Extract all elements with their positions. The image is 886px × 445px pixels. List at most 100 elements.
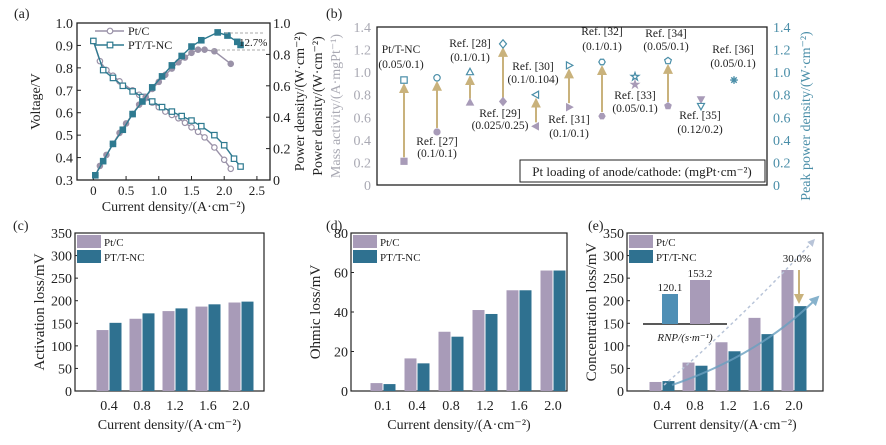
y2-tick-label: 1.0 <box>773 66 791 81</box>
square-marker <box>129 110 136 118</box>
legend-label: PT/T-NC <box>128 38 172 52</box>
ref-loading: (0.05/0.1) <box>378 59 424 71</box>
x-axis-title: Current density/(A·cm⁻²) <box>387 418 531 433</box>
square-marker <box>178 52 185 60</box>
inset-value-label: 153.2 <box>688 268 713 280</box>
square-marker <box>119 82 127 90</box>
y-tick-label: 1.0 <box>56 17 74 32</box>
y-tick-label: 0 <box>341 385 348 400</box>
legend-box-label: Pt loading of anode/cathode: (mgPt·cm⁻²) <box>532 164 751 179</box>
y-tick-label: 0.4 <box>354 134 372 149</box>
panel-label: (d) <box>326 219 343 234</box>
circle-marker <box>433 73 441 82</box>
ref-loading: (0.1/0.1) <box>417 148 457 160</box>
bar-ptnc <box>794 306 807 391</box>
x-axis-title: Current density/(A·cm⁻²) <box>98 418 242 433</box>
circle-marker <box>188 123 195 131</box>
x-axis-title: Current density/(A·cm⁻²) <box>653 418 797 433</box>
x-axis-title: Current density/(A·cm⁻²) <box>102 200 246 215</box>
asterisk-marker <box>730 76 738 84</box>
y2-tick-label: 1.0 <box>273 17 291 32</box>
legend-swatch <box>629 250 653 263</box>
bar-ptnc <box>109 322 122 391</box>
y2-tick-label: 0 <box>773 179 780 194</box>
series-line <box>94 31 242 176</box>
circle-marker <box>201 46 208 53</box>
ref-name: Ref. [30] <box>512 61 554 73</box>
bar-ptc <box>715 342 728 391</box>
y2-tick-label: 0 <box>273 174 280 189</box>
y-tick-label: 0.9 <box>56 39 74 54</box>
circle-marker <box>211 144 218 151</box>
square-marker <box>214 29 221 36</box>
bar-ptc <box>781 270 794 391</box>
circle-marker <box>188 49 195 57</box>
square-marker <box>198 36 205 44</box>
panel-label: (c) <box>13 219 29 234</box>
bar-ptnc <box>485 313 498 391</box>
x-tick-label: 2.0 <box>544 399 562 414</box>
bar-ptc <box>404 358 417 391</box>
bar-ptnc <box>451 336 464 391</box>
y-tick-label: 50 <box>610 362 624 377</box>
inset-value-label: 120.1 <box>658 282 683 294</box>
square-marker <box>129 88 136 95</box>
triangle-left-marker <box>530 90 540 100</box>
ref-loading: (0.1/0.1) <box>582 41 622 53</box>
panel-c-chart <box>74 232 265 392</box>
diamond-marker <box>498 38 508 50</box>
square-marker <box>99 66 107 74</box>
x-tick-label: 0.8 <box>442 399 460 414</box>
bar-ptc <box>129 318 142 391</box>
hexagon-marker <box>598 58 606 66</box>
y-tick-label: 300 <box>51 250 72 265</box>
bar-ptnc <box>695 365 708 391</box>
y-tick-label: 80 <box>334 227 348 242</box>
y-tick-label: 1.4 <box>354 21 372 36</box>
square-marker <box>158 73 166 80</box>
square-marker <box>168 108 176 115</box>
ref-loading: (0.05/0.1) <box>612 103 658 115</box>
bar-ptnc <box>241 301 254 391</box>
bar-ptnc <box>175 308 188 391</box>
ref-item <box>663 56 673 110</box>
square-marker <box>90 37 97 45</box>
plot-frame <box>76 22 271 181</box>
y-axis-title: Activation loss/mV <box>32 253 48 370</box>
ref-loading: (0.1/0.104) <box>507 74 558 86</box>
x-tick-label: 1.6 <box>510 399 528 414</box>
y-tick-label: 0 <box>617 385 624 400</box>
bar-ptc <box>748 317 761 391</box>
triangle-right-marker <box>565 60 575 70</box>
legend-label: Pt/C <box>128 24 149 38</box>
y2-tick-label: 0.6 <box>273 80 291 95</box>
legend-label: Pt/C <box>656 237 676 249</box>
y-tick-label: 300 <box>603 250 624 265</box>
outer-y-axis-title: Power density/(W·cm⁻²) <box>311 36 326 176</box>
circle-marker <box>106 27 114 35</box>
square-marker <box>148 84 156 91</box>
circle-marker <box>194 46 202 53</box>
y2-tick-label: 0.2 <box>773 156 791 171</box>
square-marker <box>109 140 117 148</box>
inset-x-axis-title: RNP/(s·m⁻¹) <box>656 332 713 344</box>
x-tick-label: 0.1 <box>374 399 392 414</box>
inset-bar <box>690 280 710 324</box>
legend-swatch <box>353 250 377 263</box>
ref-item <box>730 76 738 84</box>
bar-ptnc <box>383 384 396 391</box>
triangle-left-marker <box>531 121 540 131</box>
bar-ptc <box>96 330 109 391</box>
y2-tick-label: 0.4 <box>273 111 291 126</box>
bar-ptc <box>228 302 241 391</box>
y-tick-label: 250 <box>51 272 72 287</box>
ref-item <box>629 70 641 90</box>
legend-swatch <box>353 235 377 248</box>
ref-name: Ref. [27] <box>416 136 458 148</box>
ref-name: Ref. [28] <box>449 38 491 50</box>
pentagon-marker <box>663 56 673 65</box>
y-tick-label: 50 <box>58 362 72 377</box>
triangle-down-marker <box>696 96 706 105</box>
bar-ptc <box>472 310 485 391</box>
ref-item <box>564 60 575 112</box>
